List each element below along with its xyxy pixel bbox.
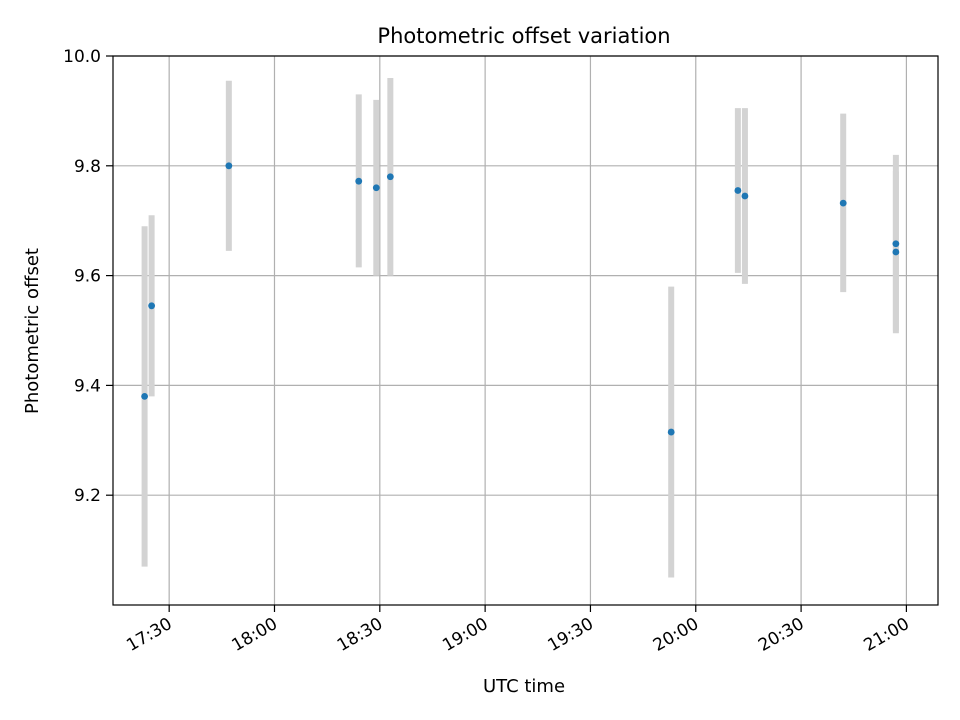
chart-title: Photometric offset variation (377, 24, 670, 48)
x-tick-label: 18:00 (229, 614, 281, 656)
y-tick-label: 9.4 (74, 376, 101, 396)
x-tick-label: 18:30 (334, 614, 386, 656)
data-point (148, 302, 156, 310)
data-point (141, 392, 148, 400)
data-point (372, 184, 380, 192)
x-tick-label: 21:00 (860, 614, 912, 656)
error-bars (141, 77, 899, 578)
y-axis-label: Photometric offset (22, 248, 43, 414)
data-point (892, 240, 900, 248)
y-tick-label: 9.6 (74, 267, 101, 287)
y-tick-label: 10.0 (63, 47, 101, 67)
data-point (355, 177, 363, 185)
data-point (741, 192, 749, 200)
plot-area-frame (112, 55, 939, 606)
x-tick-label: 20:30 (755, 614, 807, 656)
x-tick-label: 20:00 (650, 614, 702, 656)
x-tick-label: 17:30 (123, 614, 175, 656)
data-point (386, 173, 394, 181)
grid (113, 55, 938, 605)
y-tick-label: 9.8 (74, 157, 101, 177)
y-axis-ticks: 9.2 9.4 9.6 9.8 10.0 (63, 47, 113, 506)
data-points (141, 162, 900, 436)
data-point (225, 162, 233, 170)
y-tick-label: 9.2 (74, 486, 101, 506)
x-axis-label: UTC time (483, 676, 565, 697)
data-point (892, 248, 900, 256)
x-axis-ticks: 17:30 18:00 18:30 19:00 19:30 20:00 20:30 21:00 (123, 605, 913, 656)
data-point (667, 428, 675, 436)
data-point (839, 199, 847, 207)
x-tick-label: 19:30 (545, 614, 597, 656)
data-point (734, 187, 742, 194)
x-tick-label: 19:00 (439, 614, 491, 656)
